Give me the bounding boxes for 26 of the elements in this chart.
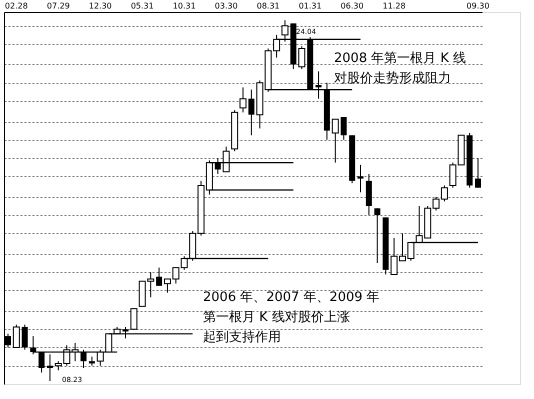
candlestick [374, 208, 380, 264]
annotation: 2008 年第一根月 K 线 [334, 51, 466, 66]
candlestick [248, 89, 254, 136]
x-tick-label: 11.28 [382, 2, 406, 10]
candlestick [240, 86, 246, 113]
candlestick [156, 267, 162, 286]
x-tick-label: 07.29 [46, 2, 70, 10]
candlestick [130, 308, 138, 330]
annotation: 2006 年、2007 年、2009 年 [203, 290, 380, 305]
annotation: 对股价走势形成阻力 [334, 71, 451, 86]
candlestick [46, 354, 53, 382]
x-tick-label: 12.30 [88, 2, 112, 10]
x-tick-label: 05.31 [130, 2, 154, 10]
x-tick-label: 08.31 [256, 2, 280, 10]
candlestick [88, 356, 95, 366]
candlestick [475, 158, 482, 188]
x-tick-label: 09.30 [466, 2, 490, 10]
candlestick [12, 324, 20, 348]
candlestick [22, 324, 28, 350]
x-tick-label: 03.30 [214, 2, 238, 10]
annotation: 第一根月 K 线对股价上涨 [203, 310, 350, 325]
annotation: 起到支持作用 [203, 330, 281, 345]
x-tick-label: 10.31 [172, 2, 196, 10]
x-tick-label: 06.30 [340, 2, 364, 10]
x-tick-label: 01.31 [298, 2, 322, 10]
x-tick-label: 02.28 [4, 2, 28, 10]
